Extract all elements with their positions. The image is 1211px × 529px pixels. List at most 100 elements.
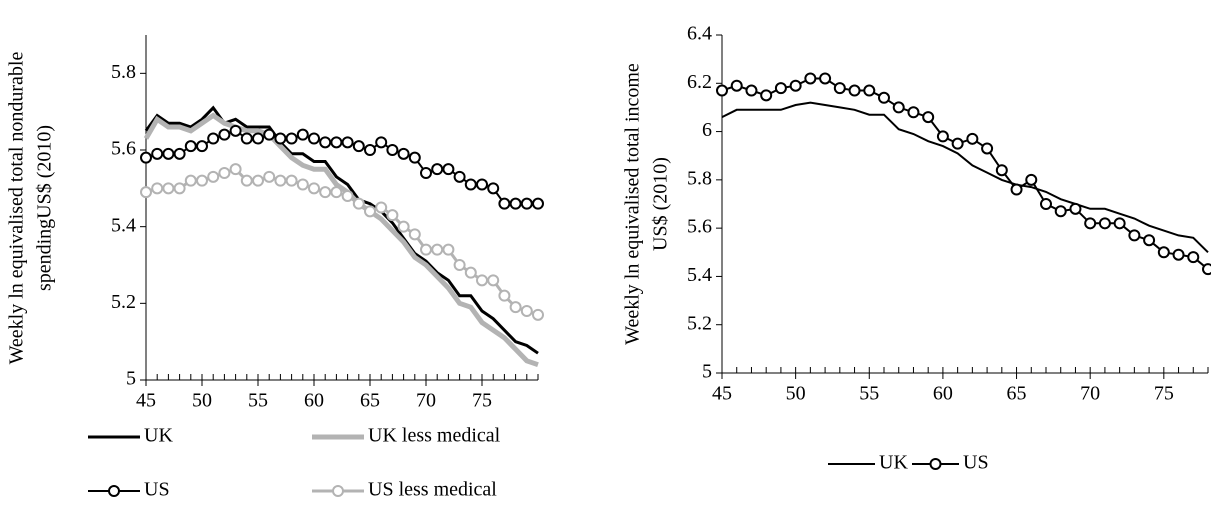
series-marker bbox=[819, 72, 832, 85]
series-marker bbox=[464, 178, 477, 191]
x-tick-label: 50 bbox=[192, 390, 212, 412]
y-axis-title: US$ (2010) bbox=[650, 157, 672, 251]
series-marker bbox=[745, 84, 758, 97]
y-tick-label: 5 bbox=[126, 368, 136, 390]
series-marker bbox=[308, 182, 320, 195]
series-marker bbox=[774, 82, 787, 95]
series-marker bbox=[487, 182, 500, 195]
series-marker bbox=[364, 144, 376, 156]
series-marker bbox=[848, 84, 861, 97]
series-line bbox=[144, 105, 539, 355]
x-tick-label: 65 bbox=[360, 390, 380, 412]
series-marker bbox=[420, 243, 432, 256]
y-axis-title: spendingUS$ (2010) bbox=[34, 125, 56, 291]
series-marker bbox=[397, 220, 410, 233]
y-tick-label: 5.2 bbox=[111, 291, 136, 313]
series-marker bbox=[509, 197, 522, 210]
series-marker bbox=[184, 174, 197, 187]
series-marker bbox=[274, 132, 287, 145]
series-marker bbox=[151, 182, 164, 195]
series-marker bbox=[375, 136, 388, 149]
y-tick-label: 6 bbox=[702, 119, 712, 141]
series-marker bbox=[218, 167, 231, 179]
x-tick-label: 50 bbox=[786, 383, 806, 405]
series-marker bbox=[319, 186, 332, 199]
series-marker bbox=[285, 132, 298, 145]
series-marker bbox=[1069, 202, 1082, 215]
legend-marker bbox=[108, 485, 120, 497]
legend-label: US bbox=[963, 452, 989, 474]
y-tick-label: 5.6 bbox=[111, 138, 136, 160]
x-tick-label: 65 bbox=[1007, 383, 1027, 405]
series-marker bbox=[408, 228, 421, 241]
series-marker bbox=[140, 151, 152, 164]
series-marker bbox=[319, 136, 332, 149]
x-tick-label: 55 bbox=[859, 383, 879, 405]
series-marker bbox=[240, 132, 253, 145]
series-marker bbox=[330, 136, 343, 149]
y-tick-label: 5.2 bbox=[687, 312, 712, 334]
series-marker bbox=[408, 151, 421, 164]
series-marker bbox=[173, 147, 186, 160]
series-marker bbox=[296, 178, 309, 191]
series-marker bbox=[863, 84, 876, 97]
series-marker bbox=[789, 79, 802, 92]
series-marker bbox=[981, 142, 994, 155]
y-axis-title: Weekly ln equivalised total nondurable bbox=[6, 52, 28, 365]
x-tick-label: 75 bbox=[1154, 383, 1174, 405]
series-marker bbox=[151, 147, 164, 160]
series-marker bbox=[1010, 183, 1023, 196]
series-marker bbox=[730, 79, 743, 92]
y-axis-title: Weekly ln equivalised total income bbox=[622, 63, 644, 345]
y-tick-label: 6.4 bbox=[687, 23, 712, 45]
x-tick-label: 70 bbox=[1080, 383, 1100, 405]
series-marker bbox=[263, 170, 276, 183]
series-marker bbox=[532, 197, 544, 210]
series-marker bbox=[352, 140, 365, 153]
legend-marker bbox=[332, 485, 344, 497]
series-marker bbox=[162, 182, 175, 195]
legend-label: UK less medical bbox=[368, 425, 501, 447]
series-marker bbox=[1172, 248, 1185, 261]
series-marker bbox=[498, 289, 511, 302]
series-marker bbox=[1143, 234, 1156, 247]
series-marker bbox=[196, 140, 208, 153]
legend-marker bbox=[929, 458, 942, 470]
x-tick-label: 60 bbox=[933, 383, 953, 405]
series-marker bbox=[892, 101, 905, 114]
x-tick-label: 75 bbox=[472, 390, 492, 412]
series-marker bbox=[207, 170, 220, 183]
series-line bbox=[721, 101, 1209, 254]
series-marker bbox=[922, 111, 935, 124]
series-marker bbox=[760, 89, 773, 102]
series-marker bbox=[1054, 205, 1067, 218]
series-marker bbox=[833, 82, 846, 95]
series-marker bbox=[296, 128, 309, 141]
series-marker bbox=[1157, 246, 1170, 259]
series-marker bbox=[966, 132, 979, 145]
series-marker bbox=[196, 174, 208, 187]
series-marker bbox=[229, 124, 242, 137]
series-marker bbox=[285, 174, 298, 187]
legend-label: UK bbox=[144, 425, 173, 447]
y-tick-label: 6.2 bbox=[687, 71, 712, 93]
series-marker bbox=[716, 84, 728, 97]
series-marker bbox=[907, 106, 920, 119]
x-tick-label: 55 bbox=[248, 390, 268, 412]
x-tick-label: 45 bbox=[136, 390, 156, 412]
series-marker bbox=[252, 132, 264, 145]
series-marker bbox=[184, 140, 197, 153]
series-marker bbox=[936, 130, 949, 143]
series-line bbox=[721, 77, 1209, 270]
series-marker bbox=[1187, 251, 1200, 264]
x-tick-label: 70 bbox=[416, 390, 436, 412]
legend-label: UK bbox=[879, 452, 908, 474]
series-marker bbox=[263, 128, 276, 141]
series-marker bbox=[464, 266, 477, 279]
series-marker bbox=[1084, 217, 1097, 230]
series-marker bbox=[878, 91, 890, 104]
series-marker bbox=[375, 201, 388, 214]
series-marker bbox=[173, 182, 186, 195]
series-marker bbox=[218, 128, 231, 141]
series-marker bbox=[431, 243, 444, 256]
